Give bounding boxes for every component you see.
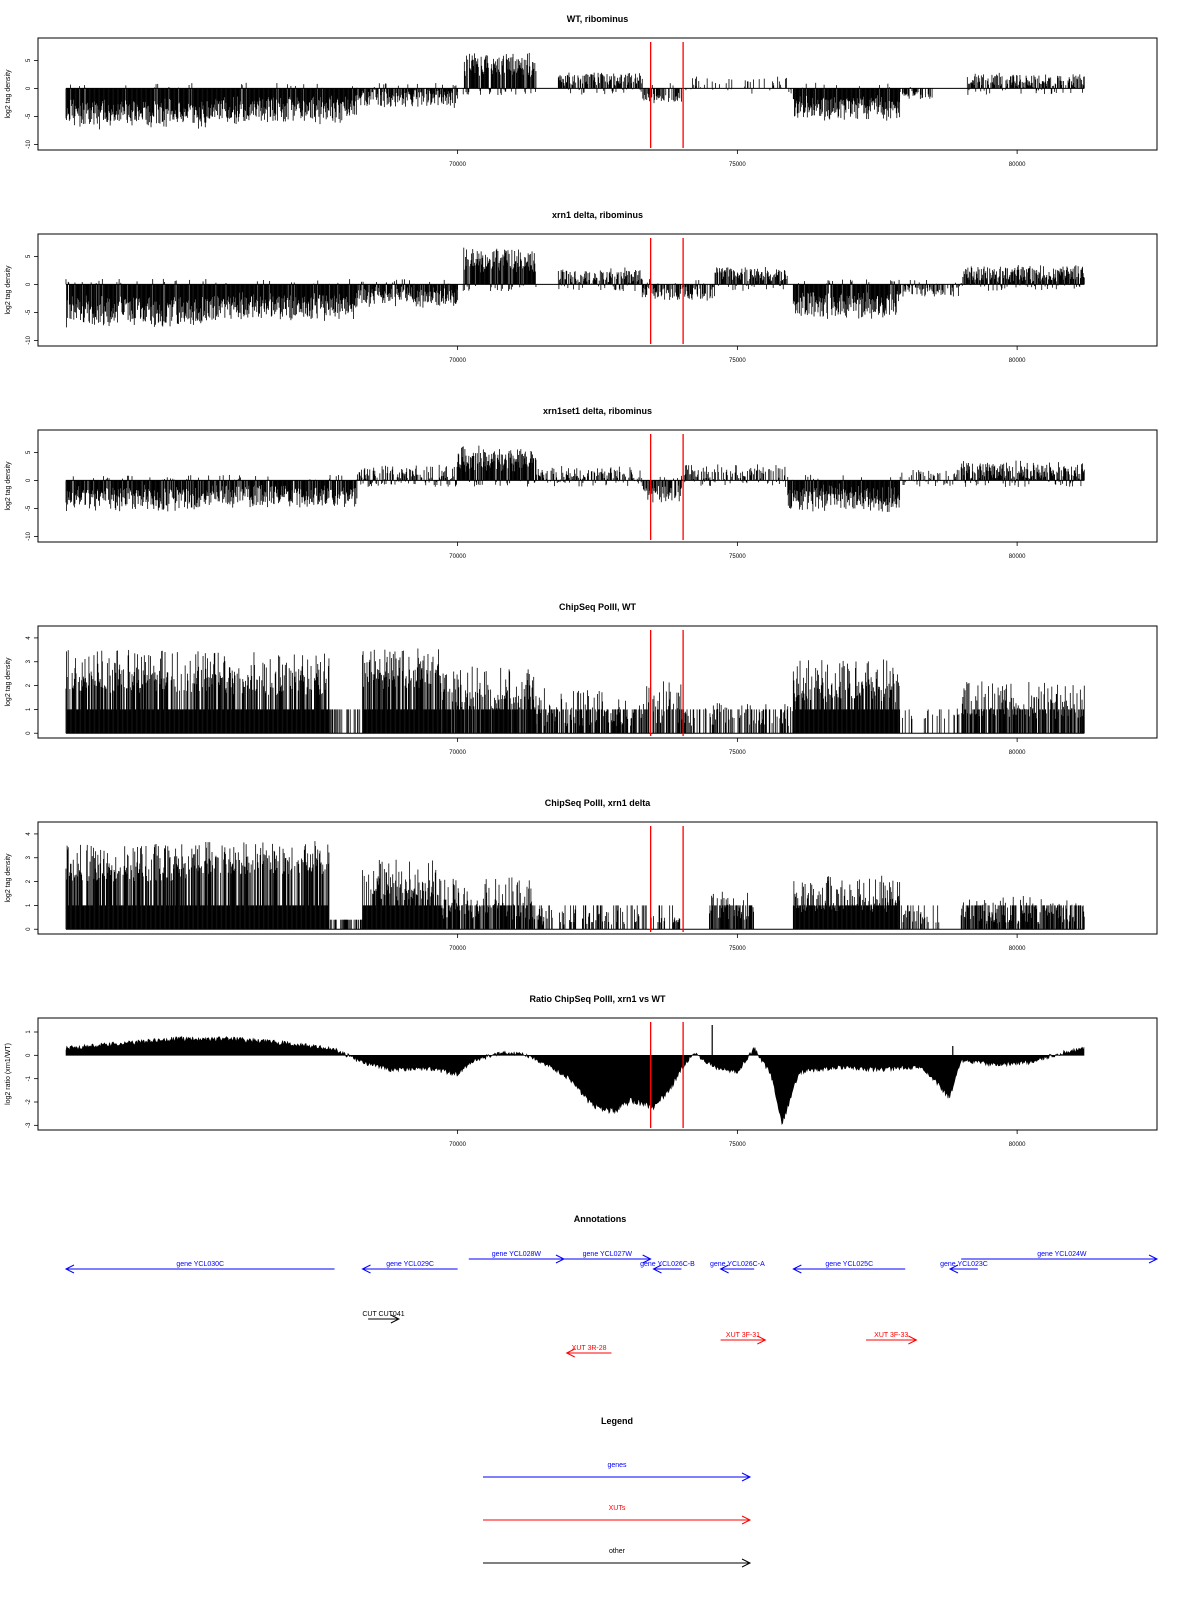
x-tick-label: 70000	[449, 358, 466, 364]
y-tick-label: -5	[26, 113, 32, 119]
x-axis: 70000 75000 80000	[449, 542, 1026, 560]
y-tick-label: -10	[26, 335, 32, 344]
x-tick-label: 80000	[1009, 554, 1026, 560]
y-tick-label: 5	[26, 254, 32, 258]
chart-panel-1: WT, ribominus log2 tag density -10 -5 0 5 7000…	[5, 14, 1158, 168]
x-tick-label: 70000	[449, 162, 466, 168]
y-tick-label: 5	[26, 450, 32, 454]
series-group	[65, 247, 1085, 328]
y-axis-label: log2 tag density	[5, 657, 12, 707]
x-tick-label: 80000	[1009, 358, 1026, 364]
y-tick-label: 5	[26, 58, 32, 62]
y-tick-label: 0	[26, 478, 32, 482]
y-axis-label: log2 tag density	[5, 265, 12, 315]
series-group	[65, 648, 1085, 734]
x-tick-label: 75000	[729, 162, 746, 168]
y-axis-label: log2 tag density	[5, 461, 12, 511]
x-axis: 70000 75000 80000	[449, 346, 1026, 364]
chart-title: xrn1 delta, ribominus	[552, 210, 643, 220]
series-group	[65, 52, 1085, 130]
series-group	[65, 445, 1085, 512]
y-tick-label: 0	[26, 86, 32, 90]
y-tick-label: -5	[26, 505, 32, 511]
y-axis: -10 -5 0 5	[26, 254, 39, 345]
chart-panel-3: xrn1set1 delta, ribominus log2 tag densit…	[5, 406, 1158, 560]
chart-title: ChipSeq PolII, WT	[559, 602, 636, 612]
x-axis: 70000 75000 80000	[449, 150, 1026, 168]
chart-title: WT, ribominus	[567, 14, 629, 24]
y-tick-label: 0	[26, 282, 32, 286]
y-tick-label: -5	[26, 309, 32, 315]
x-tick-label: 75000	[729, 554, 746, 560]
y-axis: -10 -5 0 5	[26, 58, 39, 149]
x-tick-label: 80000	[1009, 162, 1026, 168]
chart-title: xrn1set1 delta, ribominus	[543, 406, 652, 416]
y-axis: -10 -5 0 5	[26, 450, 39, 541]
x-tick-label: 70000	[449, 554, 466, 560]
x-tick-label: 75000	[729, 358, 746, 364]
y-tick-label: -10	[26, 531, 32, 540]
y-tick-label: -10	[26, 139, 32, 148]
y-axis-label: log2 tag density	[5, 69, 12, 119]
chart-panel-2: xrn1 delta, ribominus log2 tag density -10…	[5, 210, 1158, 364]
